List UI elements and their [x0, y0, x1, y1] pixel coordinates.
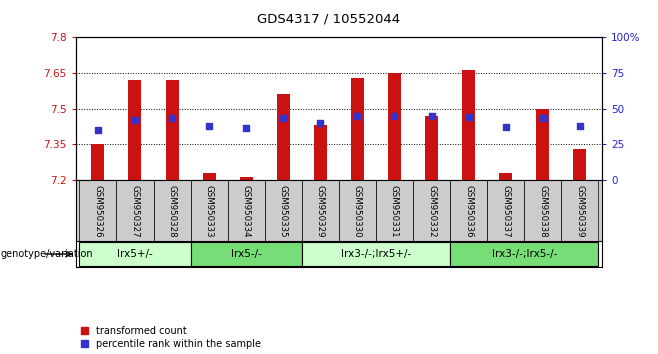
Bar: [314, 125, 327, 180]
Text: GSM950334: GSM950334: [241, 185, 251, 237]
Bar: [302, 180, 339, 241]
Bar: [116, 180, 153, 241]
Text: GDS4317 / 10552044: GDS4317 / 10552044: [257, 12, 401, 25]
Point: [93, 127, 103, 133]
Text: GSM950327: GSM950327: [130, 185, 139, 237]
Point: [352, 113, 363, 119]
Point: [278, 116, 288, 121]
Text: GSM950330: GSM950330: [353, 185, 362, 237]
Bar: [388, 73, 401, 180]
Text: lrx3-/-;lrx5+/-: lrx3-/-;lrx5+/-: [341, 249, 411, 259]
Point: [501, 124, 511, 130]
Text: genotype/variation: genotype/variation: [1, 249, 93, 259]
Text: GSM950339: GSM950339: [575, 185, 584, 237]
Bar: [302, 242, 450, 266]
Bar: [462, 70, 475, 180]
Bar: [128, 80, 141, 180]
Bar: [376, 180, 413, 241]
Text: lrx5+/-: lrx5+/-: [117, 249, 153, 259]
Point: [166, 116, 177, 121]
Point: [390, 113, 400, 119]
Bar: [536, 109, 549, 180]
Text: GSM950338: GSM950338: [538, 185, 547, 237]
Bar: [91, 144, 105, 180]
Text: GSM950329: GSM950329: [316, 185, 325, 237]
Bar: [191, 180, 228, 241]
Text: lrx5-/-: lrx5-/-: [231, 249, 262, 259]
Bar: [499, 173, 512, 180]
Bar: [561, 180, 598, 241]
Bar: [166, 80, 178, 180]
Bar: [80, 180, 116, 241]
Bar: [339, 180, 376, 241]
Point: [426, 113, 437, 119]
Point: [130, 117, 140, 123]
Bar: [524, 180, 561, 241]
Bar: [203, 173, 216, 180]
Bar: [351, 78, 364, 180]
Legend: transformed count, percentile rank within the sample: transformed count, percentile rank withi…: [80, 326, 261, 349]
Text: GSM950331: GSM950331: [390, 185, 399, 237]
Text: GSM950337: GSM950337: [501, 185, 510, 237]
Bar: [573, 149, 586, 180]
Text: GSM950336: GSM950336: [464, 185, 473, 237]
Text: GSM950326: GSM950326: [93, 185, 103, 237]
Text: lrx3-/-;lrx5-/-: lrx3-/-;lrx5-/-: [492, 249, 557, 259]
Text: GSM950328: GSM950328: [168, 185, 176, 237]
Bar: [450, 242, 598, 266]
Point: [463, 114, 474, 120]
Text: GSM950332: GSM950332: [427, 185, 436, 237]
Bar: [450, 180, 487, 241]
Point: [204, 123, 215, 129]
Bar: [413, 180, 450, 241]
Bar: [153, 180, 191, 241]
Point: [574, 123, 585, 129]
Bar: [487, 180, 524, 241]
Point: [241, 126, 251, 131]
Text: GSM950335: GSM950335: [279, 185, 288, 237]
Point: [315, 120, 326, 126]
Bar: [277, 94, 290, 180]
Text: GSM950333: GSM950333: [205, 185, 214, 237]
Bar: [80, 242, 191, 266]
Bar: [191, 242, 302, 266]
Bar: [425, 116, 438, 180]
Bar: [228, 180, 265, 241]
Point: [538, 116, 548, 121]
Bar: [240, 177, 253, 180]
Bar: [265, 180, 302, 241]
